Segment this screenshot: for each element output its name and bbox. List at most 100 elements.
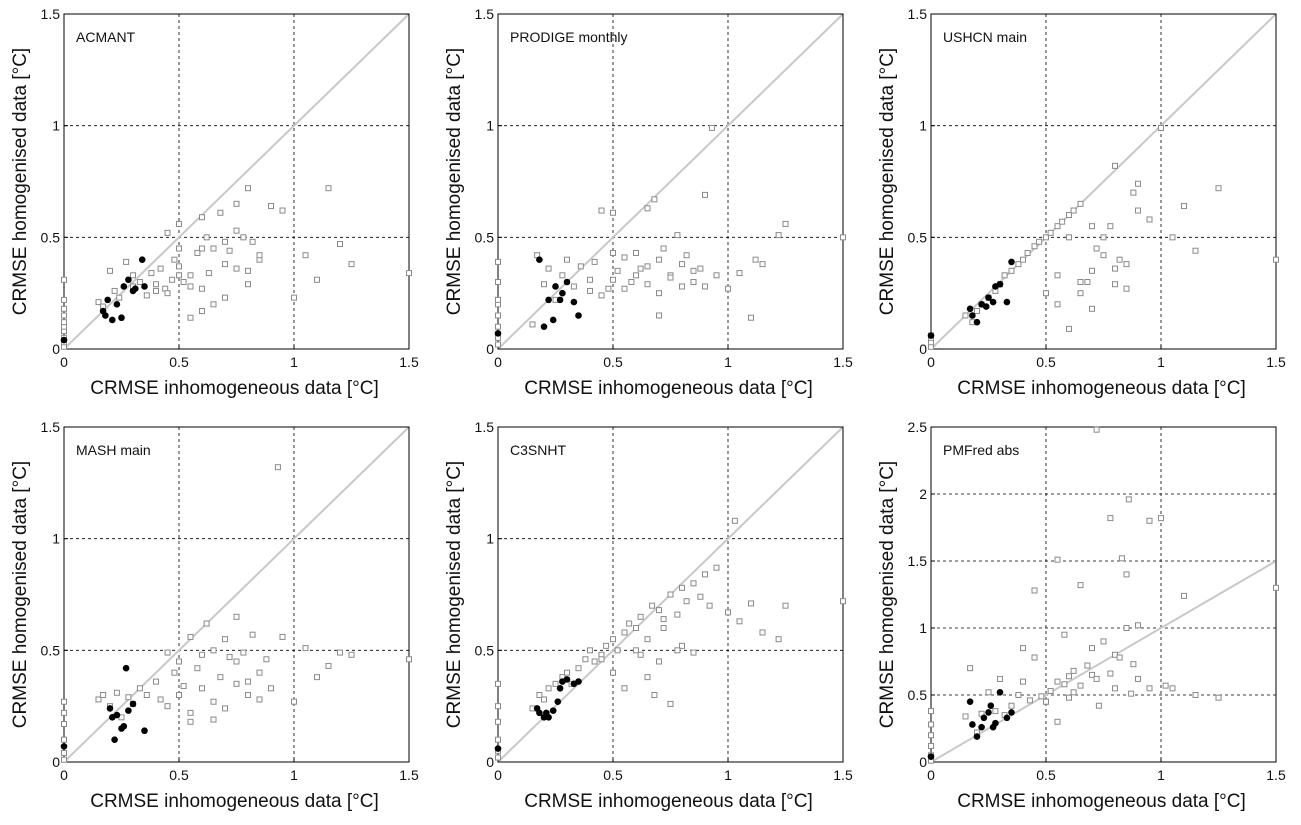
data-point-square: [240, 649, 247, 656]
data-point-square: [697, 593, 704, 600]
data-point-circle: [545, 296, 552, 304]
data-point-circle: [60, 336, 68, 344]
data-point-square: [759, 629, 766, 636]
data-point-circle: [132, 285, 139, 293]
data-point-square: [291, 698, 297, 705]
data-point-square: [256, 252, 263, 259]
data-point-square: [279, 633, 286, 640]
data-point-square: [217, 674, 224, 681]
data-point-square: [1107, 670, 1114, 677]
scatter-plot: 0 0.5 1 1.5 0 0.5 1 1.5 CRMSE inhomogeneous data…: [877, 6, 1286, 399]
data-point-square: [1066, 325, 1072, 332]
data-point-square: [406, 270, 412, 277]
data-point-square: [1123, 285, 1130, 292]
data-point-square: [1001, 272, 1008, 279]
data-point-square: [660, 625, 667, 631]
data-point-circle: [973, 318, 981, 326]
data-point-square: [748, 314, 754, 321]
y-axis-label: CRMSE homogenised data [°C]: [444, 48, 465, 315]
data-point-square: [61, 709, 67, 716]
y-tick-label: 1: [52, 531, 60, 547]
data-point-square: [610, 249, 616, 256]
data-point-square: [337, 241, 343, 248]
panel-title: PMFred abs: [943, 442, 1019, 458]
data-point-square: [495, 736, 501, 743]
data-point-square: [1066, 212, 1072, 218]
data-point-square: [1118, 555, 1125, 562]
y-tick-label: 0: [919, 341, 927, 357]
data-point-square: [1031, 587, 1038, 594]
data-point-square: [61, 319, 67, 326]
data-point-circle: [1008, 258, 1015, 266]
data-point-square: [605, 285, 612, 292]
data-point-square: [61, 721, 67, 728]
data-point-square: [656, 312, 662, 319]
data-point-circle: [554, 698, 562, 705]
data-point-square: [1054, 301, 1061, 308]
data-point-square: [1089, 671, 1095, 678]
data-point-square: [1054, 223, 1061, 230]
data-point-circle: [563, 676, 571, 683]
y-tick-label: 2.5: [908, 419, 928, 435]
data-point-circle: [969, 312, 976, 319]
data-point-square: [644, 263, 651, 270]
data-point-square: [736, 618, 743, 625]
data-point-square: [545, 685, 552, 692]
data-point-square: [614, 647, 621, 654]
data-point-square: [536, 692, 543, 698]
data-point-square: [187, 314, 194, 321]
data-point-square: [1008, 702, 1015, 709]
scatter-plot: 0 0.5 1 1.5 0 0.5 1 1.5 2 2.5 CRMSE inhomogeneous …: [877, 419, 1286, 812]
data-point-square: [245, 692, 251, 698]
x-tick-label: 1: [290, 354, 298, 370]
data-point-square: [702, 283, 708, 290]
x-tick-label: 1.5: [1266, 767, 1286, 783]
data-point-circle: [980, 714, 988, 722]
data-point-square: [962, 312, 969, 319]
data-point-square: [570, 283, 577, 290]
data-point-circle: [536, 709, 543, 717]
y-tick-label: 1.5: [475, 419, 495, 435]
data-point-circle: [122, 664, 130, 672]
data-point-square: [1059, 218, 1066, 225]
data-point-square: [61, 750, 67, 757]
data-point-square: [559, 272, 566, 279]
data-point-square: [136, 279, 143, 285]
data-point-square: [210, 301, 217, 308]
data-point-square: [667, 591, 674, 598]
data-point-square: [164, 703, 171, 710]
data-point-circle: [549, 707, 557, 714]
data-point-square: [644, 674, 651, 681]
data-point-square: [187, 283, 194, 290]
data-point-square: [176, 220, 182, 227]
data-point-square: [1089, 267, 1095, 274]
data-point-square: [610, 636, 616, 643]
data-point-square: [997, 675, 1003, 682]
data-point-square: [222, 294, 228, 301]
data-point-square: [1047, 687, 1054, 694]
data-point-circle: [129, 700, 137, 708]
data-point-square: [1070, 689, 1077, 696]
data-point-square: [1054, 718, 1061, 725]
reference-line: [931, 560, 1276, 762]
data-point-square: [1089, 645, 1095, 652]
data-point-square: [759, 261, 766, 268]
data-point-square: [233, 265, 240, 272]
data-point-square: [226, 654, 233, 661]
data-point-square: [1066, 234, 1072, 241]
data-point-square: [263, 656, 270, 663]
data-point-square: [628, 279, 635, 285]
data-point-square: [143, 692, 150, 698]
data-point-square: [1054, 272, 1061, 279]
data-point-square: [683, 598, 690, 605]
x-axis-label: CRMSE inhomogeneous data [°C]: [90, 378, 379, 399]
data-point-square: [187, 718, 194, 725]
data-point-square: [1084, 662, 1091, 669]
data-point-square: [1077, 279, 1084, 285]
data-point-circle: [969, 721, 976, 728]
y-tick-label: 1: [486, 531, 494, 547]
data-point-square: [731, 517, 738, 524]
x-tick-label: 1.5: [399, 767, 419, 783]
data-point-square: [564, 669, 570, 676]
data-point-square: [1077, 682, 1084, 689]
